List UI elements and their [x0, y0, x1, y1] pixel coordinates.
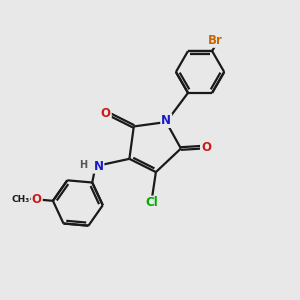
Text: Cl: Cl — [145, 196, 158, 209]
Text: CH₃: CH₃ — [11, 195, 30, 204]
Text: H: H — [79, 160, 87, 170]
Text: O: O — [201, 141, 211, 154]
Text: O: O — [101, 107, 111, 120]
Text: N: N — [94, 160, 103, 173]
Text: Br: Br — [208, 34, 223, 47]
Text: O: O — [32, 193, 42, 206]
Text: N: N — [161, 114, 171, 127]
